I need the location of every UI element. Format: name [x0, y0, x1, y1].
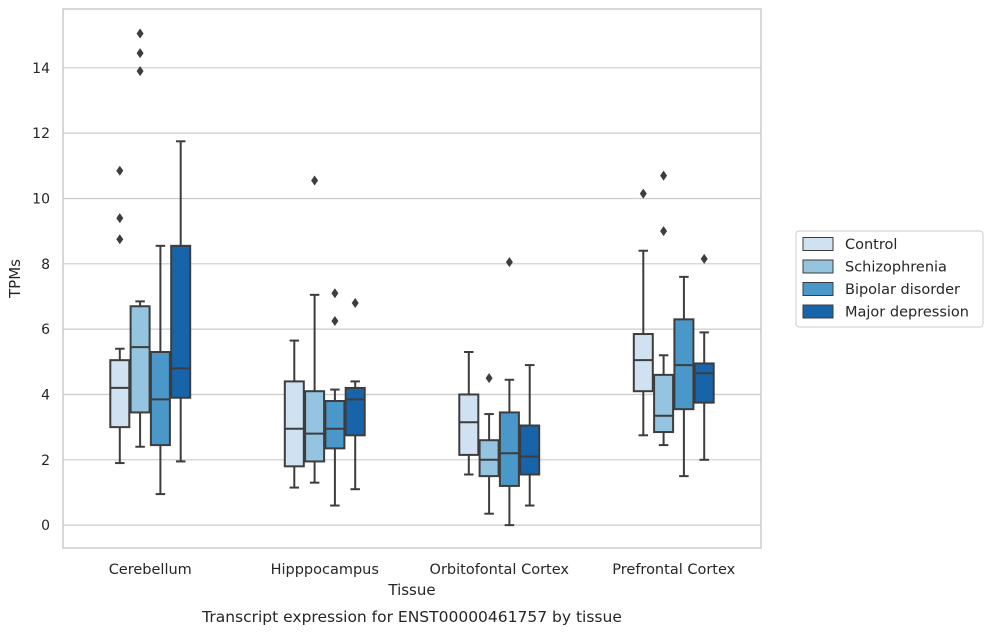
- x-tick-label: Orbitofontal Cortex: [430, 562, 570, 578]
- box-iqr: [693, 362, 715, 404]
- box-iqr: [653, 373, 675, 434]
- x-tick-labels: Cerebellum Hipppocampus Orbitofontal Corte…: [109, 562, 736, 578]
- box-major-depression: [519, 364, 541, 507]
- outlier-point: [485, 373, 493, 384]
- box-schizophrenia: [478, 373, 500, 515]
- y-tick-label: 14: [32, 61, 50, 77]
- x-axis-label: Tissue: [387, 581, 435, 599]
- box-bipolar-disorder: [498, 257, 520, 527]
- box-iqr: [478, 439, 500, 478]
- box-schizophrenia: [653, 170, 675, 447]
- outlier-point: [351, 298, 359, 308]
- box-control: [632, 188, 654, 437]
- box-iqr: [170, 244, 192, 399]
- x-tick-label: Hipppocampus: [271, 562, 379, 578]
- outlier-point: [660, 170, 668, 181]
- outlier-point: [116, 165, 124, 176]
- y-tick-label: 8: [41, 257, 50, 273]
- legend-swatch: [802, 304, 834, 319]
- outlier-point: [136, 48, 144, 59]
- box-control: [109, 165, 131, 465]
- outlier-point: [331, 315, 339, 326]
- box-bipolar-disorder: [149, 244, 171, 496]
- y-tick-label: 4: [41, 387, 50, 403]
- box-iqr: [324, 400, 346, 450]
- outlier-point: [331, 288, 339, 299]
- box-iqr: [344, 386, 366, 437]
- legend-label: Schizophrenia: [845, 260, 947, 276]
- outlier-point: [660, 226, 668, 237]
- outlier-point: [311, 175, 319, 186]
- legend-label: Control: [845, 237, 897, 253]
- legend-label: Major depression: [845, 305, 969, 321]
- y-tick-label: 0: [41, 518, 50, 534]
- plot-frame: [62, 8, 762, 549]
- chart-title: Transcript expression for ENST0000046175…: [201, 608, 622, 626]
- y-tick-label: 6: [41, 322, 50, 338]
- outlier-point: [136, 28, 144, 39]
- legend-swatch: [802, 282, 834, 296]
- box-schizophrenia: [129, 28, 151, 448]
- legend-frame: [795, 230, 984, 328]
- outlier-point: [136, 66, 144, 77]
- legend-label: Bipolar disorder: [845, 282, 960, 298]
- box-major-depression: [693, 253, 715, 461]
- box-major-depression: [344, 298, 366, 491]
- box-control: [458, 351, 480, 476]
- legend-swatch: [802, 259, 834, 274]
- box-bipolar-disorder: [673, 275, 695, 478]
- box-major-depression: [170, 140, 192, 463]
- box-control: [283, 339, 305, 489]
- box-iqr: [283, 380, 305, 468]
- legend: Control Schizophrenia Bipolar disorder Majo…: [795, 230, 984, 328]
- box-schizophrenia: [304, 175, 326, 484]
- y-gridlines: [63, 67, 761, 526]
- outlier-point: [116, 234, 124, 245]
- box-plots: [109, 28, 715, 527]
- box-iqr: [129, 305, 151, 414]
- box-iqr: [458, 393, 480, 456]
- y-tick-label: 10: [32, 191, 50, 207]
- x-tick-label: Prefrontal Cortex: [612, 562, 735, 578]
- x-tick-label: Cerebellum: [109, 562, 192, 578]
- outlier-point: [505, 257, 513, 268]
- box-iqr: [109, 359, 131, 429]
- outlier-point: [639, 188, 647, 199]
- y-tick-label: 12: [32, 126, 50, 142]
- box-iqr: [632, 333, 654, 393]
- y-axis-label: TPMs: [6, 259, 24, 299]
- outlier-point: [116, 213, 124, 224]
- box-iqr: [304, 390, 326, 463]
- box-iqr: [519, 424, 541, 476]
- box-iqr: [498, 411, 520, 487]
- legend-swatch: [802, 237, 834, 251]
- y-tick-labels: 0 2 4 6 8 10 12 14: [32, 61, 50, 534]
- outlier-point: [700, 253, 708, 264]
- box-bipolar-disorder: [324, 288, 346, 507]
- y-tick-label: 2: [41, 453, 50, 469]
